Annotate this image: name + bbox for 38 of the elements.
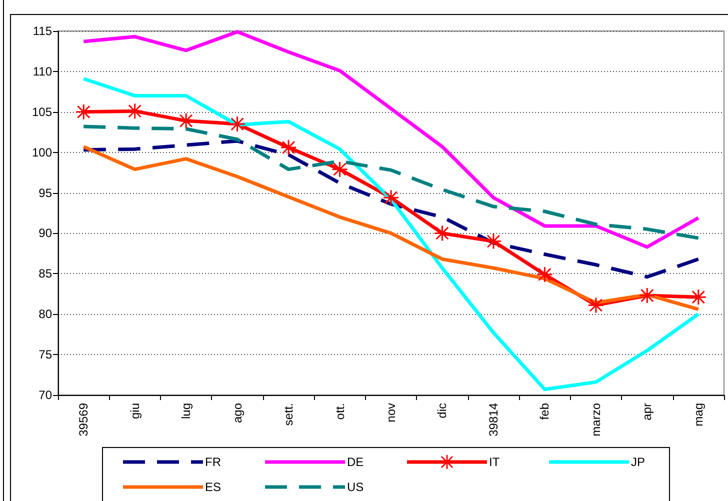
point (76, 104, 92, 120)
y-tick-label: 110 (32, 64, 52, 78)
x-tick-label: nov (384, 403, 398, 422)
x-tick-label: 39814 (486, 402, 500, 436)
x-tick-label: giu (128, 403, 142, 420)
x-tick-label: ott. (332, 403, 347, 420)
y-tick-label: 115 (32, 24, 52, 38)
x-tick-label: sett. (282, 403, 296, 426)
x-tick-label: marzo (588, 402, 603, 436)
y-tick-label: 80 (38, 307, 52, 322)
line-series (82, 139, 700, 279)
x-tick-label: lug (179, 403, 194, 420)
point (332, 162, 348, 177)
line-series (82, 144, 700, 312)
y-tick-label: 85 (38, 266, 52, 281)
x-tick-label: feb (538, 402, 552, 420)
legend-label: DE (347, 455, 364, 469)
line-series (82, 30, 700, 249)
x-tick-label: ago (230, 402, 244, 424)
legend-label: US (347, 480, 364, 494)
x-tick-label: dic (435, 403, 450, 418)
y-tick-label: 105 (32, 104, 52, 119)
legend-label: IT (489, 455, 500, 469)
x-tick-label: mag (691, 403, 706, 426)
legend-label: JP (631, 455, 646, 469)
line-series (82, 76, 700, 392)
y-tick-label: 70 (38, 388, 52, 402)
y-tick-label: 75 (38, 348, 52, 362)
y-tick-label: 90 (38, 226, 52, 240)
point (281, 140, 296, 155)
legend-label: ES (205, 480, 222, 494)
legend-label: FR (205, 455, 221, 469)
x-tick-label: apr (640, 402, 654, 420)
point (434, 226, 450, 241)
y-tick-label: 95 (38, 186, 52, 200)
y-tick-label: 100 (32, 145, 52, 160)
x-tick-label: 39569 (76, 402, 91, 436)
point (690, 290, 706, 305)
